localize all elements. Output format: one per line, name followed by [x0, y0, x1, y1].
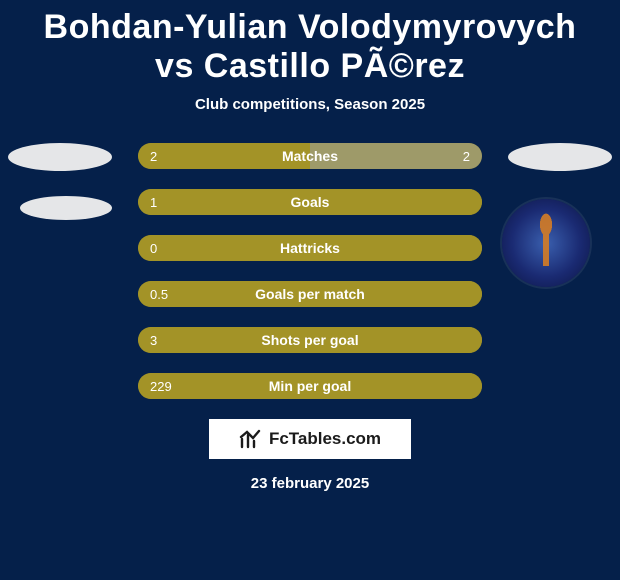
branding-box: FcTables.com — [209, 419, 411, 459]
stat-right-value: 2 — [463, 143, 470, 169]
stat-label: Goals per match — [138, 281, 482, 307]
stat-row: 0 Hattricks — [138, 235, 482, 261]
stat-bar: 1 Goals — [138, 189, 482, 215]
stat-bar: 0.5 Goals per match — [138, 281, 482, 307]
stat-label: Min per goal — [138, 373, 482, 399]
branding-text: FcTables.com — [269, 429, 381, 449]
stat-bar: 229 Min per goal — [138, 373, 482, 399]
stat-label: Goals — [138, 189, 482, 215]
stat-row: 1 Goals — [138, 189, 482, 215]
stat-bar: 0 Hattricks — [138, 235, 482, 261]
fctables-logo-icon — [239, 429, 261, 449]
stat-label: Matches — [138, 143, 482, 169]
stat-label: Hattricks — [138, 235, 482, 261]
stat-row: 0.5 Goals per match — [138, 281, 482, 307]
stat-bar: 2 Matches 2 — [138, 143, 482, 169]
stat-row: 3 Shots per goal — [138, 327, 482, 353]
player2-club-badge — [502, 199, 590, 287]
comparison-date: 23 february 2025 — [0, 475, 620, 492]
stat-label: Shots per goal — [138, 327, 482, 353]
player2-avatar-placeholder — [508, 143, 612, 171]
comparison-subtitle: Club competitions, Season 2025 — [0, 96, 620, 113]
player1-club-placeholder — [20, 196, 112, 220]
stat-bar: 3 Shots per goal — [138, 327, 482, 353]
comparison-title: Bohdan-Yulian Volodymyrovych vs Castillo… — [0, 0, 620, 86]
stats-block: 2 Matches 2 1 Goals 0 Hattricks 0.5 Goa — [0, 143, 620, 399]
player1-avatar-placeholder — [8, 143, 112, 171]
stat-row: 229 Min per goal — [138, 373, 482, 399]
stat-row: 2 Matches 2 — [138, 143, 482, 169]
